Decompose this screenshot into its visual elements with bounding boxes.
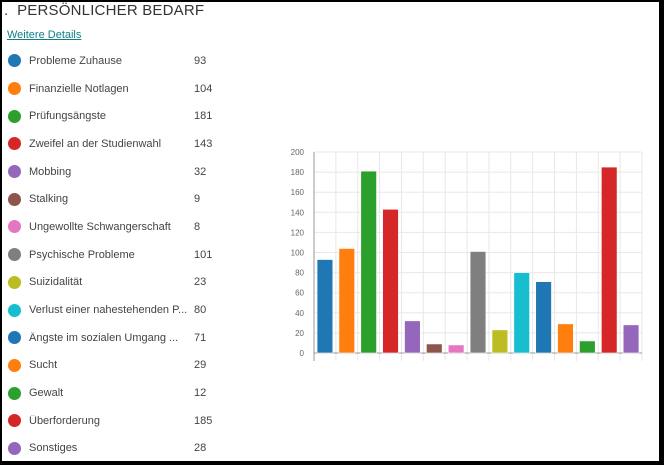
legend-label: Prüfungsängste bbox=[29, 110, 107, 123]
legend-item[interactable]: Ängste im sozialen Umgang ... 71 bbox=[7, 324, 247, 352]
legend-swatch-icon bbox=[8, 137, 21, 151]
legend-swatch-icon bbox=[8, 192, 21, 206]
legend-label: Überforderung bbox=[29, 414, 100, 427]
bar[interactable] bbox=[535, 281, 552, 354]
legend-swatch-icon bbox=[8, 358, 21, 372]
legend-value: 29 bbox=[194, 359, 207, 372]
legend-label: Ungewollte Schwangerschaft bbox=[29, 220, 171, 233]
page-title: . PERSÖNLICHER BEDARF bbox=[4, 2, 205, 19]
legend-value: 23 bbox=[194, 276, 207, 289]
legend: Probleme Zuhause 93 Finanzielle Notlagen 10… bbox=[7, 47, 247, 462]
legend-value: 9 bbox=[194, 193, 201, 206]
legend-item[interactable]: Verlust einer nahestehenden P... 80 bbox=[7, 296, 247, 324]
legend-label: Sonstiges bbox=[29, 442, 78, 455]
legend-value: 93 bbox=[194, 54, 207, 67]
bar[interactable] bbox=[469, 251, 487, 354]
legend-label: Ängste im sozialen Umgang ... bbox=[29, 331, 179, 344]
panel: . PERSÖNLICHER BEDARF Weitere Details Pr… bbox=[2, 2, 659, 461]
bar[interactable] bbox=[360, 170, 377, 354]
legend-label: Suizidalität bbox=[29, 276, 83, 289]
bar[interactable] bbox=[579, 340, 596, 354]
legend-swatch-icon bbox=[8, 414, 21, 428]
bar[interactable] bbox=[513, 272, 530, 354]
y-tick-label: 200 bbox=[291, 148, 305, 157]
legend-label: Stalking bbox=[29, 193, 69, 206]
legend-item[interactable]: Gewalt 12 bbox=[7, 379, 247, 407]
legend-label: Probleme Zuhause bbox=[29, 54, 122, 67]
legend-item[interactable]: Stalking 9 bbox=[7, 185, 247, 213]
legend-item[interactable]: Finanzielle Notlagen 104 bbox=[7, 75, 247, 103]
details-link[interactable]: Weitere Details bbox=[7, 29, 82, 41]
bar[interactable] bbox=[601, 166, 618, 354]
legend-item[interactable]: Probleme Zuhause 93 bbox=[7, 47, 247, 75]
legend-swatch-icon bbox=[8, 331, 21, 345]
legend-value: 181 bbox=[194, 110, 213, 123]
y-tick-label: 60 bbox=[295, 289, 304, 298]
bar[interactable] bbox=[382, 208, 399, 354]
legend-value: 101 bbox=[194, 248, 213, 261]
legend-label: Verlust einer nahestehenden P... bbox=[29, 304, 188, 317]
bar[interactable] bbox=[426, 343, 443, 354]
legend-swatch-icon bbox=[8, 165, 21, 179]
legend-item[interactable]: Suizidalität 23 bbox=[7, 269, 247, 297]
y-tick-label: 80 bbox=[295, 269, 304, 278]
legend-item[interactable]: Sucht 29 bbox=[7, 352, 247, 380]
y-tick-label: 180 bbox=[291, 168, 305, 177]
y-tick-label: 40 bbox=[295, 309, 304, 318]
legend-swatch-icon bbox=[8, 248, 21, 262]
legend-swatch-icon bbox=[8, 275, 21, 289]
legend-label: Mobbing bbox=[29, 165, 72, 178]
legend-label: Sucht bbox=[29, 359, 58, 372]
bar[interactable] bbox=[316, 259, 334, 354]
legend-swatch-icon bbox=[8, 441, 21, 455]
legend-value: 71 bbox=[194, 331, 207, 344]
legend-label: Zweifel an der Studienwahl bbox=[29, 137, 162, 150]
legend-swatch-icon bbox=[8, 82, 21, 96]
legend-item[interactable]: Sonstiges 28 bbox=[7, 435, 247, 463]
legend-swatch-icon bbox=[8, 303, 21, 317]
y-tick-label: 0 bbox=[300, 349, 305, 358]
chart-canvas: 0 20 40 60 80 100 120 140 160 180 200 bbox=[291, 148, 643, 361]
y-tick-label: 100 bbox=[291, 249, 305, 258]
bar[interactable] bbox=[447, 344, 465, 354]
legend-item[interactable]: Ungewollte Schwangerschaft 8 bbox=[7, 213, 247, 241]
y-tick-label: 120 bbox=[291, 228, 305, 237]
legend-swatch-icon bbox=[8, 54, 21, 68]
legend-item[interactable]: Prüfungsängste 181 bbox=[7, 102, 247, 130]
legend-value: 185 bbox=[194, 414, 213, 427]
y-tick-label: 160 bbox=[291, 188, 305, 197]
bar[interactable] bbox=[404, 320, 421, 354]
bar[interactable] bbox=[491, 329, 509, 354]
legend-label: Psychische Probleme bbox=[29, 248, 135, 261]
legend-value: 80 bbox=[194, 304, 207, 317]
legend-swatch-icon bbox=[8, 220, 21, 234]
legend-swatch-icon bbox=[8, 109, 21, 123]
legend-swatch-icon bbox=[8, 386, 21, 400]
bar[interactable] bbox=[338, 248, 355, 354]
legend-label: Gewalt bbox=[29, 387, 64, 400]
legend-label: Finanzielle Notlagen bbox=[29, 82, 129, 95]
legend-item[interactable]: Psychische Probleme 101 bbox=[7, 241, 247, 269]
y-tick-label: 140 bbox=[291, 208, 305, 217]
legend-value: 143 bbox=[194, 137, 213, 150]
legend-value: 104 bbox=[194, 82, 213, 95]
legend-value: 8 bbox=[194, 220, 201, 233]
legend-item[interactable]: Mobbing 32 bbox=[7, 158, 247, 186]
bar[interactable] bbox=[557, 323, 574, 354]
legend-item[interactable]: Zweifel an der Studienwahl 143 bbox=[7, 130, 247, 158]
legend-item[interactable]: Überforderung 185 bbox=[7, 407, 247, 435]
y-tick-label: 20 bbox=[295, 329, 304, 338]
bar[interactable] bbox=[622, 324, 640, 354]
legend-value: 28 bbox=[194, 442, 207, 455]
bar-chart: 0 20 40 60 80 100 120 140 160 180 200 bbox=[282, 147, 662, 372]
legend-value: 32 bbox=[194, 165, 207, 178]
legend-value: 12 bbox=[194, 387, 207, 400]
